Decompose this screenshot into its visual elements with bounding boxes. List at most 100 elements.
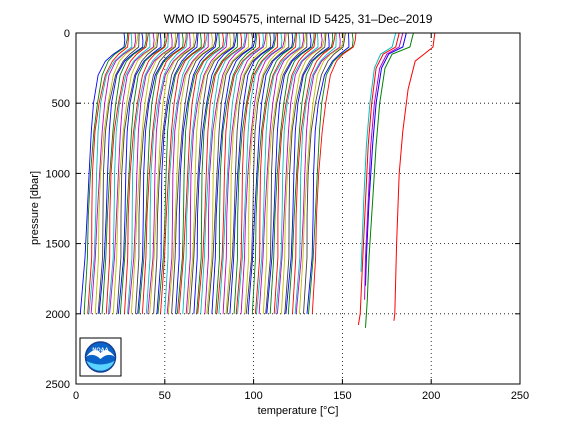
noaa-logo-gull [86, 350, 115, 359]
profile-line [256, 32, 301, 314]
profile-line [200, 33, 246, 314]
grid-layer [76, 33, 520, 384]
chart-title: WMO ID 5904575, internal ID 5425, 31–Dec… [164, 12, 433, 26]
profile-line [88, 32, 133, 314]
profile-line [107, 32, 151, 314]
profile-line [178, 32, 224, 314]
profile-line [94, 32, 139, 314]
profile-line-outlier [365, 32, 407, 286]
profile-line [287, 32, 334, 314]
profile-line [275, 32, 319, 314]
x-tick-label: 0 [73, 390, 79, 402]
series-layer [79, 32, 436, 328]
profile-line [262, 32, 307, 314]
profile-line [197, 32, 243, 314]
profile-line [101, 33, 147, 314]
profile-line [124, 32, 168, 314]
y-axis-label: pressure [dbar] [29, 171, 41, 245]
profile-line [294, 32, 337, 314]
profile-line [276, 32, 323, 314]
profile-line [298, 32, 344, 314]
profile-line [207, 32, 254, 314]
profile-line [186, 32, 231, 314]
x-tick-label: 50 [159, 390, 171, 402]
profile-line [157, 32, 202, 314]
profile-line [119, 32, 166, 314]
profile-line [225, 32, 268, 314]
y-tick-label: 2500 [46, 379, 70, 391]
profile-line [244, 32, 287, 314]
profile-line [137, 32, 180, 314]
profile-line [235, 32, 279, 314]
profile-line [90, 32, 137, 314]
profile-line [295, 32, 341, 314]
profile-line [79, 32, 126, 314]
profile-line [240, 32, 286, 314]
y-tick-label: 1000 [46, 168, 70, 180]
profile-line [303, 32, 346, 314]
profile-line [164, 32, 208, 314]
profile-line [145, 32, 189, 314]
profile-line [166, 32, 209, 314]
profile-line [216, 32, 261, 314]
noaa-logo-wave [86, 361, 115, 371]
profile-line [149, 32, 195, 314]
y-tick-label: 0 [64, 28, 70, 40]
profile-line [117, 32, 162, 314]
profile-line [83, 32, 129, 314]
profile-line [156, 32, 199, 314]
profile-line-outlier [393, 32, 436, 321]
profile-line [147, 32, 191, 314]
profile-line [196, 32, 239, 314]
profile-line [292, 32, 336, 314]
profile-line-outlier [365, 32, 414, 328]
profile-line [226, 32, 272, 314]
profile-line [254, 32, 298, 314]
profile-line [306, 32, 350, 314]
profile-line [160, 32, 206, 314]
profile-line [87, 32, 130, 314]
profile-line [167, 32, 213, 314]
noaa-logo: NOAA [79, 337, 122, 377]
x-tick-label: 100 [244, 390, 262, 402]
profile-line [273, 32, 317, 314]
profile-line [218, 32, 264, 314]
profile-line [141, 32, 187, 314]
profile-line [311, 32, 357, 314]
x-tick-label: 250 [511, 390, 529, 402]
profile-line [247, 32, 294, 314]
profile-line [130, 32, 177, 314]
profile-line [308, 32, 354, 314]
profile-line [171, 32, 216, 314]
profile-line [182, 32, 227, 314]
profile-line [105, 32, 149, 314]
profile-line [189, 32, 235, 314]
profile-line [112, 32, 158, 314]
profile-line [98, 32, 144, 314]
profile-line-outlier [364, 32, 404, 300]
profile-line [258, 32, 304, 314]
profile-line [153, 32, 198, 314]
y-tick-label: 2000 [46, 309, 70, 321]
profile-line [206, 32, 249, 314]
profile-line [109, 32, 155, 314]
profile-line [185, 32, 228, 314]
profile-line [176, 32, 220, 314]
y-tick-label: 500 [52, 98, 70, 110]
profile-line [233, 32, 277, 314]
profile-line [193, 32, 238, 314]
y-tick-label: 1500 [46, 239, 70, 251]
profile-line [211, 32, 257, 314]
axes-box [75, 32, 521, 385]
profile-line [266, 32, 312, 314]
profile-line [222, 32, 267, 314]
profile-line [280, 32, 326, 314]
profile-line [175, 32, 218, 314]
profile-line [116, 32, 159, 314]
profile-line [251, 32, 296, 314]
profile-line-outlier [357, 32, 400, 326]
profile-line [127, 32, 170, 314]
